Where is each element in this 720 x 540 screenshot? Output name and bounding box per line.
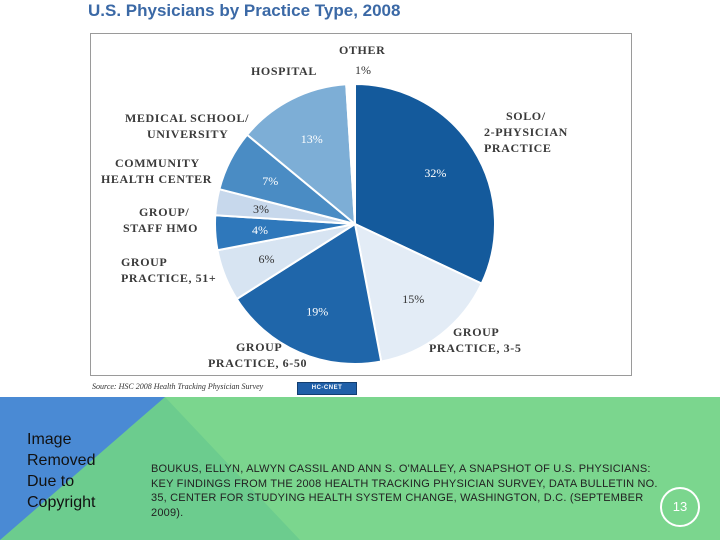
pie-value-label-7: 7% bbox=[262, 174, 278, 188]
label-chc-line2: Health Center bbox=[101, 172, 213, 186]
pie-value-label-1: 32% bbox=[424, 166, 446, 180]
label-g51-line2: Practice, 51+ bbox=[121, 271, 217, 285]
label-solo-line3: Practice bbox=[484, 141, 552, 155]
label-chc-line1: Community bbox=[115, 156, 200, 170]
label-g51-line1: Group bbox=[121, 255, 168, 269]
label-g650-line1: Group bbox=[236, 340, 283, 354]
image-removed-notice: Image Removed Due to Copyright bbox=[27, 429, 95, 513]
label-staff-hmo: Group/ Staff HMO bbox=[123, 204, 198, 236]
pie-slice-3 bbox=[235, 222, 383, 365]
image-removed-line1: Image bbox=[27, 431, 72, 448]
pie-chart: 32% 15% 19% 6% 4% 3% 7% 13% 1% bbox=[214, 63, 496, 365]
pie-value-label-3: 19% bbox=[306, 304, 328, 318]
pie-slice-1 bbox=[354, 82, 496, 285]
label-group-6-50: Group Practice, 6-50 bbox=[208, 339, 307, 371]
pie-slice-9 bbox=[345, 82, 356, 225]
label-medical-school-line1: Medical School/ bbox=[125, 111, 250, 125]
label-hospital: Hospital bbox=[251, 64, 317, 78]
source-logo-badge: HC-CNET bbox=[297, 382, 357, 395]
label-solo-line2: 2-Physician bbox=[484, 125, 568, 139]
citation-text: BOUKUS, ELLYN, ALWYN CASSIL AND ANN S. O… bbox=[151, 463, 658, 519]
pie-value-label-8: 13% bbox=[301, 132, 323, 146]
pie-slice-2 bbox=[353, 222, 484, 363]
label-hmo-line2: Staff HMO bbox=[123, 221, 199, 235]
label-medical-school-line2: University bbox=[147, 127, 229, 141]
label-g35-line2: Practice, 3-5 bbox=[429, 341, 522, 355]
pie-value-label-6: 3% bbox=[253, 202, 269, 216]
label-g35-line1: Group bbox=[453, 325, 500, 339]
chart-frame: 32% 15% 19% 6% 4% 3% 7% 13% 1% Other Hospital Me… bbox=[90, 33, 632, 376]
label-hmo-line1: Group/ bbox=[139, 205, 190, 219]
chart-source: Source: HSC 2008 Health Tracking Physici… bbox=[92, 382, 264, 391]
label-g650-line2: Practice, 6-50 bbox=[208, 356, 308, 370]
image-removed-line3: Due to bbox=[27, 473, 75, 490]
pie-value-label-5: 4% bbox=[252, 223, 268, 237]
image-removed-line2: Removed bbox=[27, 452, 96, 469]
label-group-51: Group Practice, 51+ bbox=[121, 254, 216, 286]
image-removed-line4: Copyright bbox=[27, 494, 96, 511]
pie-value-label-9: 1% bbox=[355, 63, 371, 77]
label-community-health-center: Community Health Center bbox=[101, 155, 212, 187]
label-medical-school: Medical School/ University bbox=[125, 110, 249, 142]
label-group-3-5: Group Practice, 3-5 bbox=[429, 324, 521, 356]
label-other: Other bbox=[339, 43, 386, 57]
pie-value-label-2: 15% bbox=[402, 292, 424, 306]
label-solo-practice: Solo/ 2-Physician Practice bbox=[484, 108, 568, 156]
page-number: 13 bbox=[660, 487, 700, 527]
pie-value-label-4: 6% bbox=[259, 252, 275, 266]
label-solo-line1: Solo/ bbox=[506, 109, 546, 123]
pie-slice-8 bbox=[245, 83, 357, 227]
chart-title: U.S. Physicians by Practice Type, 2008 bbox=[88, 1, 401, 20]
